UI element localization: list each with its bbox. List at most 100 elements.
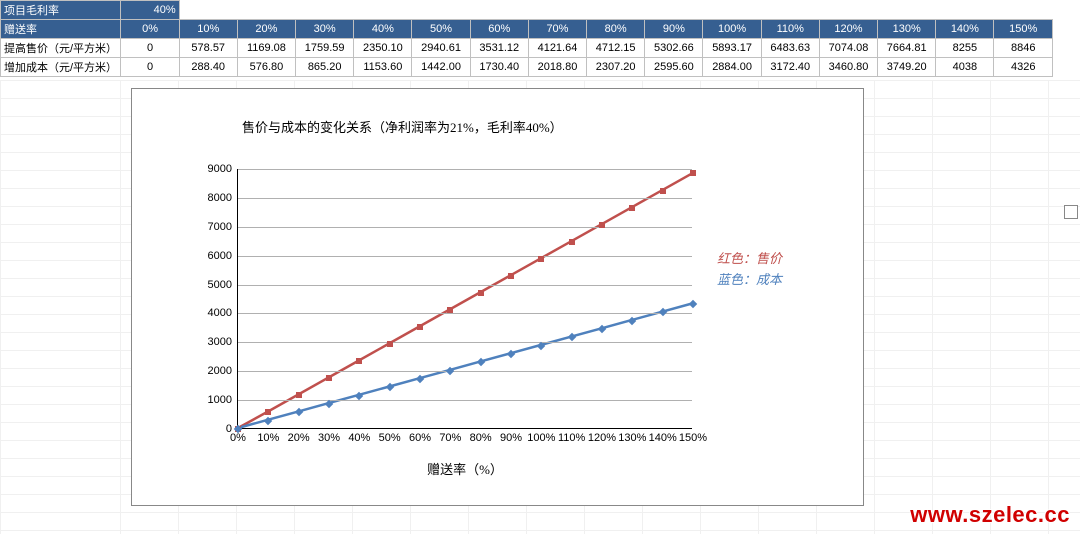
table-cell[interactable]: 0 xyxy=(121,39,179,58)
data-point xyxy=(296,392,302,398)
series-line xyxy=(238,173,692,428)
table-cell[interactable]: 4038 xyxy=(936,58,994,77)
table-cell[interactable]: 865.20 xyxy=(296,58,354,77)
data-point xyxy=(447,307,453,313)
y-tick-label: 4000 xyxy=(208,307,232,319)
col-header: 140% xyxy=(936,20,994,39)
table-cell[interactable]: 1730.40 xyxy=(470,58,528,77)
x-tick-label: 10% xyxy=(257,432,279,444)
data-point xyxy=(629,205,635,211)
col-header: 40% xyxy=(354,20,412,39)
col-header: 0% xyxy=(121,20,179,39)
y-tick-label: 1000 xyxy=(208,394,232,406)
col-header: 80% xyxy=(587,20,645,39)
col-header: 130% xyxy=(878,20,936,39)
col-header: 30% xyxy=(296,20,354,39)
table-cell[interactable]: 7074.08 xyxy=(819,39,877,58)
table-cell[interactable]: 4712.15 xyxy=(587,39,645,58)
chart-title: 售价与成本的变化关系（净利润率为21%，毛利率40%） xyxy=(242,117,563,136)
gridline xyxy=(238,256,692,257)
row-label-price: 提高售价（元/平方米） xyxy=(1,39,121,58)
gridline xyxy=(238,227,692,228)
header-row: 赠送率 0%10%20%30%40%50%60%70%80%90%100%110… xyxy=(1,20,1053,39)
gross-margin-label: 项目毛利率 xyxy=(1,1,121,20)
table-cell[interactable]: 0 xyxy=(121,58,179,77)
table-cell[interactable]: 4326 xyxy=(994,58,1053,77)
table-cell[interactable]: 3460.80 xyxy=(819,58,877,77)
x-tick-label: 20% xyxy=(288,432,310,444)
col-header: 70% xyxy=(528,20,586,39)
table-cell[interactable]: 1759.59 xyxy=(296,39,354,58)
x-tick-label: 110% xyxy=(558,432,585,444)
x-tick-label: 120% xyxy=(588,432,616,444)
table-cell[interactable]: 3172.40 xyxy=(761,58,819,77)
data-point xyxy=(326,375,332,381)
table-cell[interactable]: 2350.10 xyxy=(354,39,412,58)
chart-legend: 红色：售价 蓝色：成本 xyxy=(717,249,782,291)
table-cell[interactable]: 578.57 xyxy=(179,39,237,58)
x-tick-label: 100% xyxy=(527,432,555,444)
y-tick-label: 2000 xyxy=(208,365,232,377)
price-row: 提高售价（元/平方米） 0578.571169.081759.592350.10… xyxy=(1,39,1053,58)
chart-lines xyxy=(238,169,692,428)
col-header: 120% xyxy=(819,20,877,39)
x-tick-label: 140% xyxy=(649,432,677,444)
watermark: www.szelec.cc xyxy=(910,502,1070,528)
gridline xyxy=(238,198,692,199)
series-line xyxy=(238,304,692,428)
data-point xyxy=(356,358,362,364)
table-cell[interactable]: 6483.63 xyxy=(761,39,819,58)
y-tick-label: 3000 xyxy=(208,336,232,348)
table-cell[interactable]: 2018.80 xyxy=(528,58,586,77)
gift-rate-label: 赠送率 xyxy=(1,20,121,39)
cost-row: 增加成本（元/平方米） 0288.40576.80865.201153.6014… xyxy=(1,58,1053,77)
col-header: 100% xyxy=(703,20,761,39)
table-cell[interactable]: 3531.12 xyxy=(470,39,528,58)
table-cell[interactable]: 576.80 xyxy=(237,58,295,77)
col-header: 60% xyxy=(470,20,528,39)
gridline xyxy=(238,313,692,314)
table-cell[interactable]: 288.40 xyxy=(179,58,237,77)
y-tick-label: 6000 xyxy=(208,250,232,262)
gridline xyxy=(238,371,692,372)
legend-item-price: 红色：售价 xyxy=(717,249,782,270)
col-header: 20% xyxy=(237,20,295,39)
table-cell[interactable]: 5302.66 xyxy=(645,39,703,58)
table-cell[interactable]: 1442.00 xyxy=(412,58,470,77)
x-tick-label: 90% xyxy=(500,432,522,444)
x-tick-label: 60% xyxy=(409,432,431,444)
data-point xyxy=(478,290,484,296)
y-tick-label: 7000 xyxy=(208,221,232,233)
table-cell[interactable]: 5893.17 xyxy=(703,39,761,58)
table-cell[interactable]: 8846 xyxy=(994,39,1053,58)
table-cell[interactable]: 4121.64 xyxy=(528,39,586,58)
table-cell[interactable]: 3749.20 xyxy=(878,58,936,77)
x-tick-label: 50% xyxy=(379,432,401,444)
table-cell[interactable]: 2884.00 xyxy=(703,58,761,77)
plot-area: 赠送率（%） 010002000300040005000600070008000… xyxy=(237,169,692,429)
x-tick-label: 0% xyxy=(230,432,246,444)
data-point xyxy=(387,341,393,347)
data-point xyxy=(508,273,514,279)
table-cell[interactable]: 2307.20 xyxy=(587,58,645,77)
x-tick-label: 40% xyxy=(348,432,370,444)
x-axis-label: 赠送率（%） xyxy=(427,459,503,478)
gross-margin-value[interactable]: 40% xyxy=(121,1,179,20)
table-cell[interactable]: 2940.61 xyxy=(412,39,470,58)
table-cell[interactable]: 2595.60 xyxy=(645,58,703,77)
data-point xyxy=(599,222,605,228)
data-point xyxy=(569,239,575,245)
table-cell[interactable]: 7664.81 xyxy=(878,39,936,58)
x-tick-label: 130% xyxy=(618,432,646,444)
table-cell[interactable]: 8255 xyxy=(936,39,994,58)
x-tick-label: 70% xyxy=(439,432,461,444)
gridline xyxy=(238,400,692,401)
col-header: 90% xyxy=(645,20,703,39)
x-tick-label: 30% xyxy=(318,432,340,444)
table-cell[interactable]: 1153.60 xyxy=(354,58,412,77)
gridline xyxy=(238,169,692,170)
chart-container: 售价与成本的变化关系（净利润率为21%，毛利率40%） 赠送率（%） 01000… xyxy=(131,88,864,506)
table-cell[interactable]: 1169.08 xyxy=(237,39,295,58)
x-tick-label: 150% xyxy=(679,432,707,444)
col-header: 110% xyxy=(761,20,819,39)
